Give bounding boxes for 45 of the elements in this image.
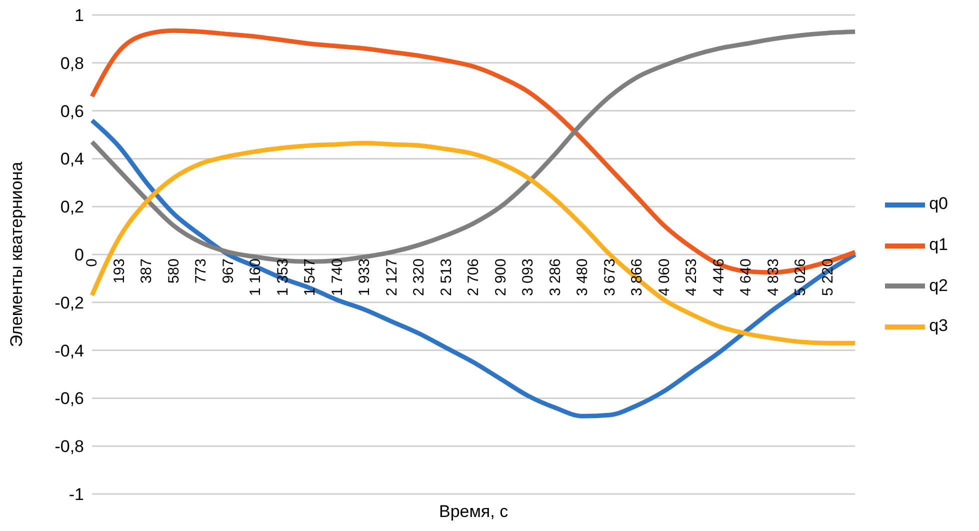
legend-label: q2 [929, 276, 948, 294]
legend-label: q0 [929, 194, 948, 214]
x-tick-label: 5 026 [792, 258, 810, 296]
x-tick-label: 773 [192, 258, 210, 284]
x-tick-label: 4 060 [656, 258, 673, 296]
y-tick-label: -0,4 [54, 341, 84, 360]
x-tick-label: 0 [84, 258, 100, 267]
x-tick-label: 1 933 [356, 258, 374, 296]
y-tick-label: -0,6 [54, 389, 84, 408]
x-tick-label: 580 [165, 258, 182, 284]
x-tick-label: 1 353 [274, 258, 292, 296]
x-tick-label: 387 [138, 258, 156, 284]
x-tick-label: 1 740 [328, 258, 346, 296]
x-tick-label: 2 900 [492, 258, 510, 296]
y-tick-label: 0,8 [60, 54, 84, 73]
x-tick-label: 4 833 [764, 258, 782, 296]
x-tick-label: 3 480 [574, 258, 592, 296]
y-axis-title: Элементы кватерниона [7, 161, 26, 348]
x-tick-label: 4 640 [738, 258, 755, 296]
y-tick-label: -1 [68, 485, 84, 504]
y-tick-label: 0,4 [60, 150, 84, 169]
x-tick-label: 193 [110, 258, 128, 284]
x-tick-label: 4 446 [710, 258, 728, 296]
x-axis-title: Время, с [438, 502, 509, 521]
x-tick-label: 2 320 [410, 258, 428, 296]
x-tick-label: 967 [220, 258, 237, 284]
x-tick-label: 3 866 [628, 258, 646, 296]
y-tick-label: 0,2 [60, 198, 84, 217]
x-tick-label: 2 127 [383, 258, 400, 296]
x-tick-label: 4 253 [683, 258, 700, 296]
x-tick-label: 2 513 [438, 258, 455, 296]
x-tick-label: 2 706 [465, 258, 482, 296]
x-tick-label: 5 220 [819, 258, 836, 296]
legend-label: q3 [929, 316, 948, 336]
x-tick-label: 3 673 [601, 258, 618, 296]
x-tick-label: 3 093 [520, 258, 537, 296]
y-tick-label: 0,6 [60, 102, 84, 121]
y-tick-label: -0,8 [54, 437, 84, 456]
y-tick-label: 0 [74, 246, 84, 265]
y-tick-label: -0,2 [54, 293, 84, 312]
x-tick-label: 3 286 [546, 258, 564, 296]
y-tick-label: 1 [74, 6, 84, 26]
x-tick-label: 1 160 [247, 258, 264, 296]
x-tick-label: 1 547 [302, 258, 319, 296]
legend-label: q1 [929, 234, 948, 254]
